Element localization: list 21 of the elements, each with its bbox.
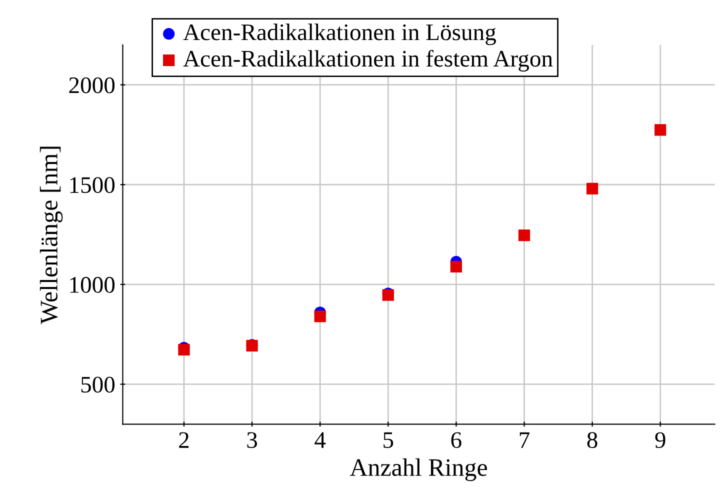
x-tick-label: 8 [587,432,598,448]
point [586,182,598,194]
x-tick-label: 6 [451,432,462,448]
y-tick-label: 1500 [70,177,115,194]
x-tick-label: 5 [384,432,394,448]
x-tick-label: 2 [179,432,189,448]
x-axis-title: Anzahl Ringe [350,458,487,482]
y-axis-title: Wellenlänge [nm] [40,146,63,324]
x-tick-label: 4 [314,432,326,448]
y-tick-label: 2000 [69,77,115,94]
x-tick-label: 7 [520,432,530,448]
legend-label: Acen-Radikalkationen in festem Argon [183,50,553,72]
x-tick-label: 3 [247,432,258,448]
x-tick-label: 9 [655,432,666,448]
point [518,230,530,242]
point [450,260,462,272]
legend-label: Acen-Radikalkationen in Lösung [183,24,496,46]
y-tick-label: 1000 [70,276,115,293]
point [654,124,666,136]
y-tick-label: 500 [81,376,115,393]
point [314,310,326,322]
